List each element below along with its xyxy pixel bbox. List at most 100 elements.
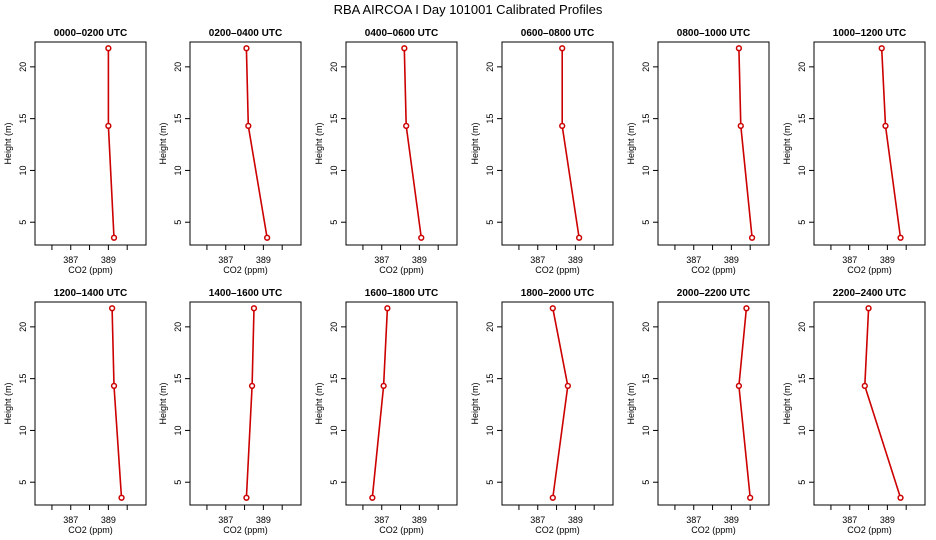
- x-tick-label: 389: [256, 515, 271, 525]
- y-tick-label: 10: [797, 425, 807, 435]
- y-tick-label: 15: [329, 374, 339, 384]
- profile-line: [863, 308, 902, 499]
- plot-frame: [657, 41, 770, 246]
- panels: 0000–0200 UTC 387 389 5 10 15 20 CO2 (ppm) Heigh…: [3, 28, 926, 535]
- profile-line: [245, 48, 268, 238]
- profile-line: [738, 48, 753, 238]
- data-point: [549, 494, 556, 501]
- y-tick-label: 5: [797, 480, 807, 485]
- y-tick-label: 10: [173, 425, 183, 435]
- x-tick-label: 387: [530, 255, 545, 265]
- profile-panel: 0000–0200 UTC 387 389 5 10 15 20 CO2 (ppm) Heigh…: [3, 28, 147, 275]
- data-point: [401, 45, 408, 52]
- y-tick-label: 20: [173, 322, 183, 332]
- x-axis-label: CO2 (ppm): [68, 265, 113, 275]
- x-axis-label: CO2 (ppm): [535, 525, 580, 535]
- y-axis-label: Height (m): [158, 122, 168, 164]
- profile-panel: 1000–1200 UTC 387 389 5 10 15 20 CO2 (ppm) Heigh…: [782, 28, 926, 275]
- data-point: [248, 382, 256, 390]
- x-tick-label: 389: [568, 255, 583, 265]
- plot-frame: [34, 301, 147, 506]
- y-axis-label: Height (m): [470, 122, 480, 164]
- x-tick-label: 387: [374, 515, 389, 525]
- y-tick-label: 5: [173, 220, 183, 225]
- profile-panel: 0800–1000 UTC 387 389 5 10 15 20 CO2 (ppm) Heigh…: [626, 28, 770, 275]
- y-tick-label: 15: [641, 374, 651, 384]
- y-tick-label: 20: [329, 62, 339, 72]
- y-tick-label: 5: [18, 480, 28, 485]
- profile-panel: 1200–1400 UTC 387 389 5 10 15 20 CO2 (ppm) Heigh…: [3, 288, 147, 535]
- plot-frame: [345, 41, 458, 246]
- plot-frame: [189, 41, 302, 246]
- y-axis-label: Height (m): [782, 382, 792, 424]
- data-point: [865, 305, 872, 312]
- x-tick-label: 387: [63, 255, 78, 265]
- data-point: [559, 45, 566, 52]
- y-tick-label: 20: [173, 62, 183, 72]
- profile-line: [403, 48, 423, 238]
- profile-panel: 1400–1600 UTC 387 389 5 10 15 20 CO2 (ppm) Heigh…: [158, 288, 302, 535]
- y-tick-label: 15: [485, 114, 495, 124]
- data-point: [369, 494, 376, 501]
- y-tick-label: 20: [485, 322, 495, 332]
- data-point: [549, 305, 556, 312]
- plot-frame: [189, 301, 302, 506]
- y-tick-label: 5: [329, 220, 339, 225]
- data-point: [243, 45, 250, 52]
- y-tick-label: 15: [485, 374, 495, 384]
- x-tick-label: 389: [412, 255, 427, 265]
- plot-frame: [657, 301, 770, 506]
- y-tick-label: 20: [797, 322, 807, 332]
- data-point: [737, 122, 744, 130]
- y-tick-label: 10: [18, 425, 28, 435]
- x-tick-label: 389: [101, 255, 116, 265]
- profile-line: [552, 308, 569, 498]
- y-axis-label: Height (m): [782, 122, 792, 164]
- profile-panel: 2000–2200 UTC 387 389 5 10 15 20 CO2 (ppm) Heigh…: [626, 288, 770, 535]
- y-tick-label: 10: [485, 165, 495, 175]
- y-tick-label: 10: [329, 165, 339, 175]
- data-point: [263, 234, 271, 241]
- y-axis-label: Height (m): [3, 382, 13, 424]
- x-tick-label: 387: [218, 255, 233, 265]
- profile-line: [371, 308, 389, 498]
- x-tick-label: 387: [842, 255, 857, 265]
- y-tick-label: 20: [641, 322, 651, 332]
- data-point: [897, 494, 904, 501]
- data-point: [108, 305, 116, 312]
- x-tick-label: 387: [218, 515, 233, 525]
- profile-line: [561, 48, 580, 238]
- data-point: [735, 45, 743, 52]
- panel-title: 1400–1600 UTC: [209, 288, 282, 299]
- y-tick-label: 5: [641, 480, 651, 485]
- data-point: [110, 382, 118, 390]
- panel-title: 0000–0200 UTC: [54, 28, 127, 39]
- y-axis-label: Height (m): [3, 122, 13, 164]
- panel-title: 0400–0600 UTC: [365, 28, 438, 39]
- x-tick-label: 389: [880, 255, 895, 265]
- plot-frame: [501, 41, 614, 246]
- data-point: [559, 122, 566, 130]
- y-tick-label: 5: [485, 480, 495, 485]
- x-axis-label: CO2 (ppm): [691, 525, 736, 535]
- y-tick-label: 10: [641, 425, 651, 435]
- profile-line: [880, 48, 902, 238]
- x-axis-label: CO2 (ppm): [379, 525, 424, 535]
- plot-frame: [813, 41, 926, 246]
- x-tick-label: 389: [412, 515, 427, 525]
- y-tick-label: 10: [18, 165, 28, 175]
- x-tick-label: 389: [880, 515, 895, 525]
- panel-title: 1000–1200 UTC: [833, 28, 906, 39]
- plot-frame: [813, 301, 926, 506]
- y-axis-label: Height (m): [470, 382, 480, 424]
- x-axis-label: CO2 (ppm): [223, 525, 268, 535]
- data-point: [882, 122, 889, 130]
- data-point: [897, 234, 904, 241]
- y-tick-label: 5: [173, 480, 183, 485]
- x-tick-label: 387: [374, 255, 389, 265]
- y-tick-label: 10: [797, 165, 807, 175]
- y-tick-label: 15: [641, 114, 651, 124]
- y-tick-label: 5: [797, 220, 807, 225]
- x-tick-label: 389: [101, 515, 116, 525]
